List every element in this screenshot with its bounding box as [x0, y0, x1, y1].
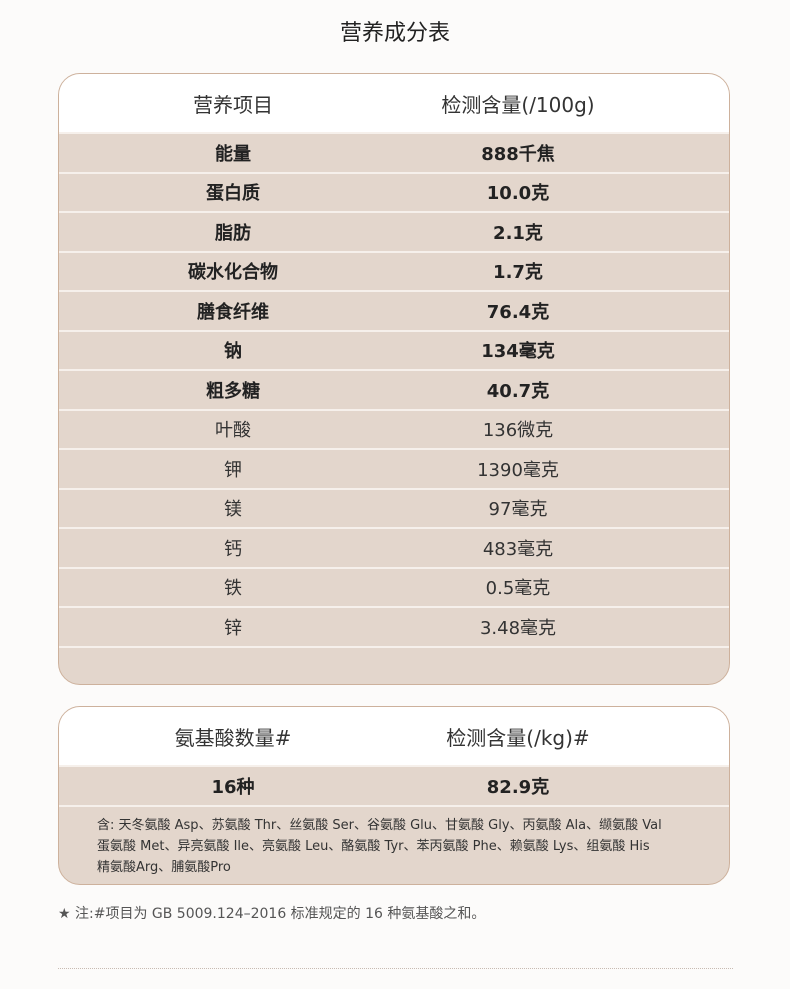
row-value: 0.5毫克: [485, 578, 551, 600]
row-item: 粗多糖: [206, 380, 260, 402]
row-item: 铁: [224, 578, 242, 600]
table-row: 钙 483毫克: [59, 527, 729, 567]
row-value: 1.7克: [493, 262, 543, 284]
row-value: 10.0克: [486, 183, 550, 205]
row-value: 134毫克: [481, 341, 555, 363]
header-value: 检测含量(/100g): [441, 92, 595, 117]
amino-acid-list: 含: 天冬氨酸 Asp、苏氨酸 Thr、丝氨酸 Ser、谷氨酸 Glu、甘氨酸 …: [59, 804, 729, 878]
row-item: 膳食纤维: [197, 301, 269, 323]
row-value: 82.9克: [486, 776, 550, 798]
row-value: 2.1克: [493, 222, 543, 244]
row-value: 97毫克: [488, 499, 548, 521]
dotted-divider: [58, 968, 733, 969]
row-item: 叶酸: [215, 420, 251, 442]
table-header: 氨基酸数量# 检测含量(/kg)#: [59, 707, 729, 765]
row-item: 镁: [224, 499, 242, 521]
table-row: 钠 134毫克: [59, 329, 729, 370]
table-row: 锌 3.48毫克: [59, 606, 729, 646]
note-line: 含: 天冬氨酸 Asp、苏氨酸 Thr、丝氨酸 Ser、谷氨酸 Glu、甘氨酸 …: [97, 817, 662, 833]
table-row: 16种 82.9克: [59, 765, 729, 805]
row-item: 钠: [224, 341, 242, 363]
note-line: 精氨酸Arg、脯氨酸Pro: [97, 859, 231, 875]
table-row: 能量 888千焦: [59, 132, 729, 172]
table-row: 膳食纤维 76.4克: [59, 290, 729, 330]
row-value: 888千焦: [481, 143, 555, 165]
row-value: 136微克: [482, 420, 554, 442]
page-title: 营养成分表: [339, 21, 450, 46]
table-row: 脂肪 2.1克: [59, 211, 729, 251]
row-value: 1390毫克: [477, 459, 559, 481]
amino-acid-table: 氨基酸数量# 检测含量(/kg)# 16种 82.9克 含: 天冬氨酸 Asp、…: [58, 706, 730, 885]
row-item: 蛋白质: [206, 183, 260, 205]
table-row: 蛋白质 10.0克: [59, 171, 729, 212]
footnote: ★ 注:#项目为 GB 5009.124–2016 标准规定的 16 种氨基酸之…: [58, 906, 486, 922]
row-item: 钙: [224, 538, 242, 560]
row-item: 能量: [215, 143, 251, 165]
row-value: 483毫克: [482, 538, 554, 560]
table-row: 碳水化合物 1.7克: [59, 250, 729, 291]
empty-row: [59, 645, 729, 684]
table-row: 铁 0.5毫克: [59, 566, 729, 607]
header-item: 氨基酸数量#: [174, 725, 292, 750]
row-value: 3.48毫克: [479, 617, 557, 639]
row-item: 碳水化合物: [188, 262, 278, 284]
table-row: 钾 1390毫克: [59, 448, 729, 488]
table-row: 叶酸 136微克: [59, 408, 729, 449]
row-value: 40.7克: [486, 380, 550, 402]
table-row: 镁 97毫克: [59, 487, 729, 528]
row-item: 钾: [224, 459, 242, 481]
row-value: 76.4克: [486, 301, 550, 323]
header-item: 营养项目: [193, 92, 273, 117]
table-row: 粗多糖 40.7克: [59, 369, 729, 409]
row-item: 脂肪: [215, 222, 251, 244]
note-line: 蛋氨酸 Met、异亮氨酸 Ile、亮氨酸 Leu、酪氨酸 Tyr、苯丙氨酸 Ph…: [97, 838, 650, 854]
header-value: 检测含量(/kg)#: [446, 725, 590, 750]
nutrition-table: 营养项目 检测含量(/100g) 能量 888千焦蛋白质 10.0克脂肪 2.1克碳水…: [58, 73, 730, 685]
table-header: 营养项目 检测含量(/100g): [59, 74, 729, 132]
row-item: 锌: [224, 617, 242, 639]
row-item: 16种: [211, 776, 255, 798]
